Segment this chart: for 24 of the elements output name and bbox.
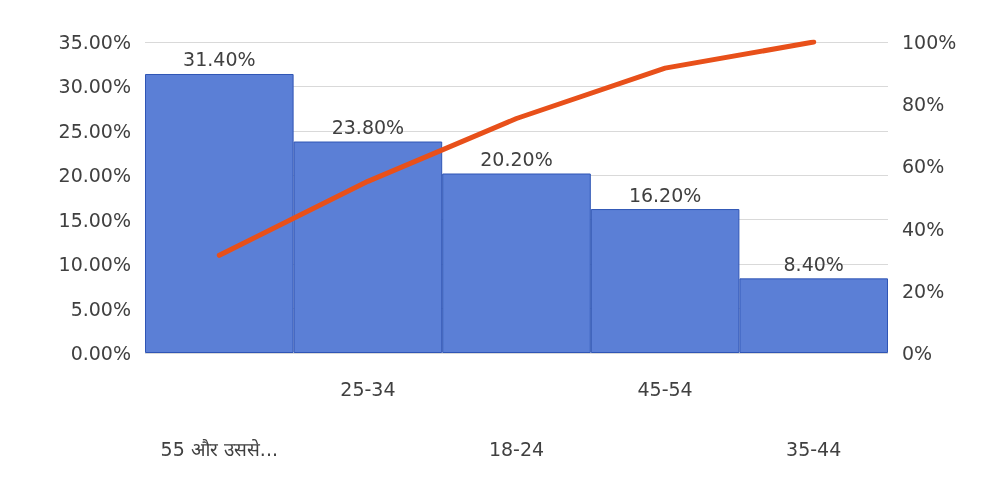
data-label: 20.20% — [480, 148, 553, 171]
y2-tick-label: 100% — [902, 31, 957, 53]
y-tick-label: 0.00% — [70, 342, 131, 364]
y-tick-label: 30.00% — [58, 75, 131, 98]
y2-tick-label: 80% — [902, 93, 945, 116]
y-tick-label: 5.00% — [70, 297, 131, 320]
x-tick-label: 55 और उससे... — [160, 438, 278, 460]
data-label: 16.20% — [628, 183, 702, 206]
y-tick-label: 10.00% — [58, 253, 131, 276]
y2-tick-label: 40% — [902, 217, 945, 240]
data-label: 8.40% — [783, 252, 844, 275]
y2-tick-label: 20% — [902, 279, 945, 302]
y2-tick-label: 60% — [902, 155, 945, 178]
y-tick-label: 20.00% — [58, 164, 131, 187]
data-label: 31.40% — [183, 48, 256, 71]
x-tick-label: 35-44 — [786, 438, 842, 460]
y-tick-label: 35.00% — [58, 31, 131, 53]
x-tick-label: 25-34 — [340, 378, 396, 400]
y-tick-label: 15.00% — [58, 208, 131, 231]
x-tick-label: 18-24 — [488, 438, 545, 460]
x-tick-label: 45-54 — [637, 378, 693, 400]
data-label: 23.80% — [331, 116, 405, 139]
y2-tick-label: 0% — [902, 342, 933, 364]
y-tick-label: 25.00% — [58, 119, 131, 142]
